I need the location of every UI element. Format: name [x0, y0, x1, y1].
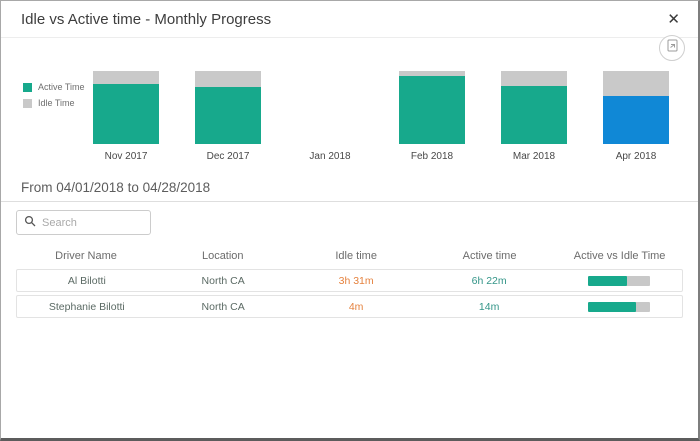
export-image-icon [666, 39, 679, 57]
export-image-button[interactable] [659, 35, 685, 61]
bar-slot: Nov 2017 [75, 71, 177, 162]
drivers-table: Driver Name Location Idle time Active ti… [16, 245, 683, 318]
legend-item-active[interactable]: Active Time [23, 82, 85, 92]
active-segment[interactable] [501, 85, 567, 144]
bar-slot: Dec 2017 [177, 71, 279, 162]
chart-bar-dec-2017[interactable] [195, 71, 261, 144]
chart-bar-jan-2018 [297, 71, 363, 144]
bar-slot: Mar 2018 [483, 71, 585, 162]
legend-label-active: Active Time [38, 82, 85, 92]
search-box[interactable] [16, 210, 151, 235]
close-button[interactable]: ✕ [667, 10, 680, 28]
dialog-title: Idle vs Active time - Monthly Progress [21, 10, 272, 28]
period-row: From 04/01/2018 to 04/28/2018 [1, 166, 698, 201]
bar-chart: Nov 2017 Dec 2017 Jan 2018 Feb 2018 Mar 2018… [75, 71, 687, 162]
dialog-header: Idle vs Active time - Monthly Progress ✕ [1, 1, 698, 38]
period-label: From 04/01/2018 to 04/28/2018 [21, 180, 211, 195]
idle-segment[interactable] [195, 71, 261, 88]
col-active-vs-idle: Active vs Idle Time [573, 250, 666, 262]
legend-label-idle: Idle Time [38, 98, 75, 108]
active-time-cell: 6h 22m [471, 274, 507, 287]
bar-slot: Apr 2018 [585, 71, 687, 162]
idle-time-swatch [23, 98, 32, 108]
bar-label: Jan 2018 [309, 151, 351, 162]
progress-track [587, 301, 650, 312]
table-body: Al Bilotti North CA 3h 31m 6h 22m Stephanie … [16, 269, 683, 318]
bar-label: Mar 2018 [512, 151, 556, 162]
bar-label: Dec 2017 [206, 151, 250, 162]
col-location: Location [201, 250, 244, 262]
idle-time-cell: 3h 31m [338, 274, 374, 287]
progress-track [587, 275, 650, 286]
idle-segment[interactable] [501, 71, 567, 86]
search-input[interactable] [42, 216, 143, 229]
table-row[interactable]: Stephanie Bilotti North CA 4m 14m [16, 295, 683, 318]
bar-label: Apr 2018 [615, 151, 657, 162]
active-segment[interactable] [93, 84, 159, 144]
table-row[interactable]: Al Bilotti North CA 3h 31m 6h 22m [16, 269, 683, 292]
bar-label: Feb 2018 [410, 151, 454, 162]
driver-name-cell: Stephanie Bilotti [48, 300, 125, 313]
col-idle-time: Idle time [335, 250, 377, 262]
col-driver-name: Driver Name [55, 250, 117, 262]
driver-name-cell: Al Bilotti [67, 274, 106, 287]
active-segment[interactable] [195, 87, 261, 144]
location-cell: North CA [201, 300, 245, 313]
chart-bar-apr-2018[interactable] [603, 71, 669, 144]
chart-bar-nov-2017[interactable] [93, 71, 159, 144]
section-divider [1, 201, 698, 202]
active-time-cell: 14m [478, 300, 500, 313]
legend-item-idle[interactable]: Idle Time [23, 98, 85, 108]
chart-bar-mar-2018[interactable] [501, 71, 567, 144]
progress-fill [587, 275, 628, 286]
active-vs-idle-cell [556, 275, 682, 286]
table-header-row: Driver Name Location Idle time Active ti… [16, 245, 683, 269]
idle-time-cell: 4m [348, 300, 364, 313]
idle-segment[interactable] [603, 71, 669, 96]
active-segment[interactable] [399, 76, 465, 144]
active-segment[interactable] [603, 95, 669, 144]
bar-label: Nov 2017 [104, 151, 148, 162]
chart-bar-feb-2018[interactable] [399, 71, 465, 144]
bar-slot: Feb 2018 [381, 71, 483, 162]
progress-fill [587, 301, 637, 312]
location-cell: North CA [201, 274, 245, 287]
bar-slot: Jan 2018 [279, 71, 381, 162]
active-vs-idle-cell [556, 301, 682, 312]
col-active-time: Active time [462, 250, 517, 262]
stacked-bar-chart-section: Active Time Idle Time Nov 2017 Dec 2017 Ja… [1, 38, 698, 166]
idle-segment[interactable] [399, 71, 465, 77]
active-time-swatch [23, 82, 32, 92]
idle-segment[interactable] [93, 71, 159, 85]
search-icon [24, 214, 36, 232]
chart-legend: Active Time Idle Time [23, 82, 85, 114]
